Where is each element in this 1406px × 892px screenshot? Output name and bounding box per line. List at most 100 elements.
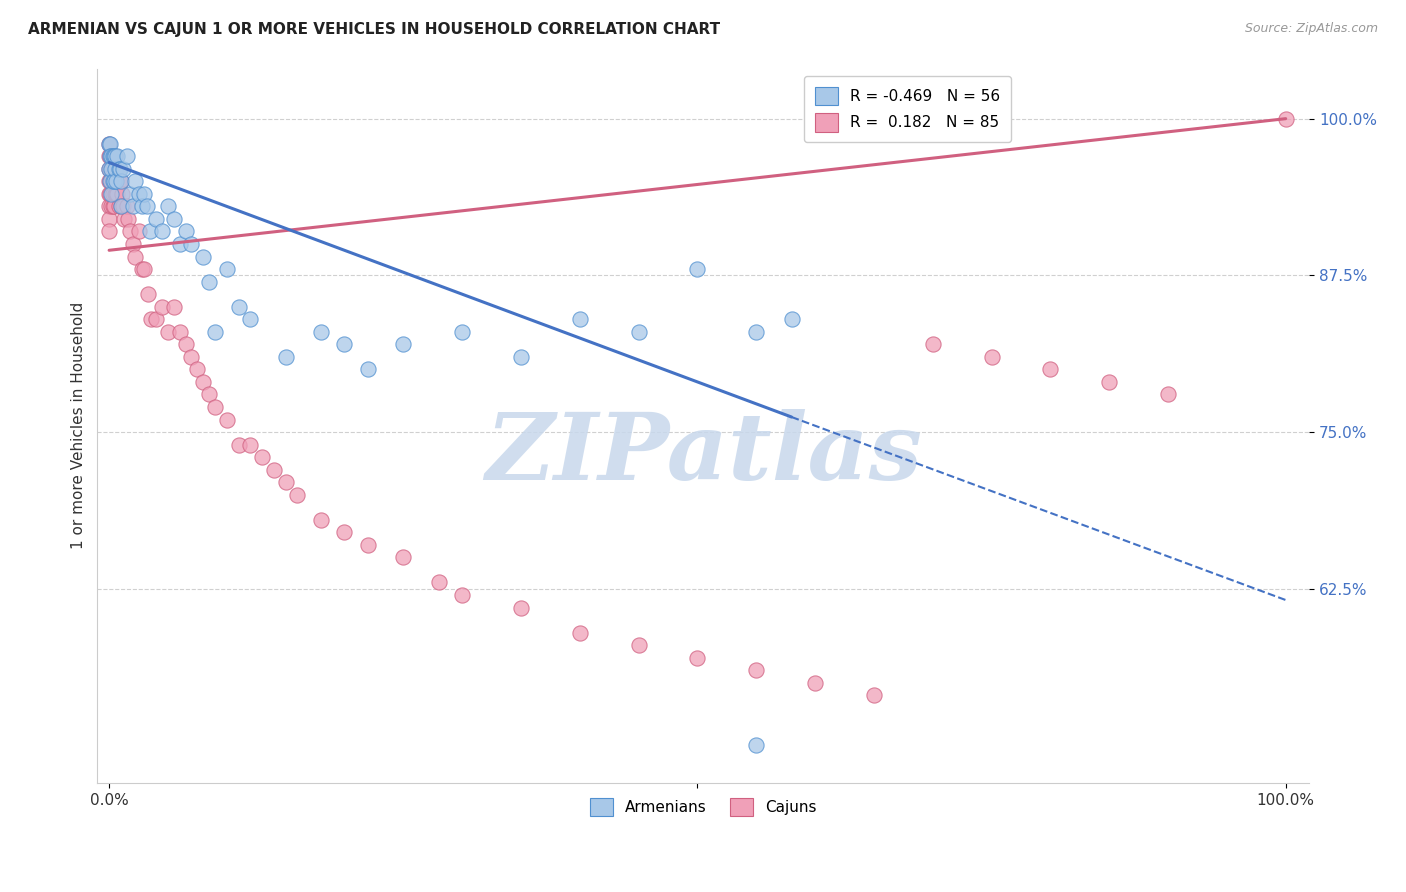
Point <box>180 350 202 364</box>
Point <box>101 186 124 201</box>
Point <box>509 600 531 615</box>
Point <box>215 412 238 426</box>
Point <box>112 199 135 213</box>
Point <box>98 174 121 188</box>
Point <box>568 625 591 640</box>
Point <box>110 174 132 188</box>
Point <box>108 161 131 176</box>
Point <box>215 262 238 277</box>
Point <box>392 337 415 351</box>
Point <box>98 149 121 163</box>
Point <box>163 211 186 226</box>
Point <box>103 174 125 188</box>
Point <box>136 287 159 301</box>
Point <box>105 186 128 201</box>
Point <box>103 174 125 188</box>
Point <box>105 161 128 176</box>
Point <box>780 312 803 326</box>
Point <box>186 362 208 376</box>
Point <box>98 186 121 201</box>
Point <box>193 375 215 389</box>
Point <box>169 325 191 339</box>
Point <box>627 638 650 652</box>
Point <box>135 199 157 213</box>
Point <box>333 525 356 540</box>
Point <box>108 174 131 188</box>
Point <box>98 174 121 188</box>
Text: ARMENIAN VS CAJUN 1 OR MORE VEHICLES IN HOUSEHOLD CORRELATION CHART: ARMENIAN VS CAJUN 1 OR MORE VEHICLES IN … <box>28 22 720 37</box>
Point <box>105 149 128 163</box>
Point <box>115 199 138 213</box>
Point <box>1098 375 1121 389</box>
Point <box>98 186 121 201</box>
Point <box>111 186 134 201</box>
Point <box>150 300 173 314</box>
Point <box>98 161 121 176</box>
Point <box>107 161 129 176</box>
Point <box>150 225 173 239</box>
Point <box>101 149 124 163</box>
Point <box>100 149 122 163</box>
Point <box>239 437 262 451</box>
Point <box>285 488 308 502</box>
Point <box>139 225 162 239</box>
Point <box>141 312 163 326</box>
Point <box>98 136 121 151</box>
Point <box>863 688 886 702</box>
Point <box>1157 387 1180 401</box>
Point <box>228 437 250 451</box>
Point <box>228 300 250 314</box>
Point <box>98 161 121 176</box>
Point <box>98 136 121 151</box>
Point <box>98 136 121 151</box>
Point <box>105 161 128 176</box>
Point <box>921 337 943 351</box>
Point <box>509 350 531 364</box>
Text: ZIPatlas: ZIPatlas <box>485 409 922 500</box>
Point <box>156 325 179 339</box>
Point <box>145 312 167 326</box>
Point <box>101 174 124 188</box>
Point <box>1039 362 1062 376</box>
Point <box>174 225 197 239</box>
Point <box>193 250 215 264</box>
Point <box>128 186 150 201</box>
Point <box>392 550 415 565</box>
Point <box>1274 112 1296 126</box>
Point <box>124 174 146 188</box>
Point <box>104 149 127 163</box>
Point <box>180 237 202 252</box>
Point <box>131 199 153 213</box>
Point <box>745 739 768 753</box>
Point <box>169 237 191 252</box>
Point <box>117 211 139 226</box>
Point <box>568 312 591 326</box>
Point <box>100 174 122 188</box>
Point <box>100 199 122 213</box>
Point <box>98 174 121 188</box>
Point <box>100 161 122 176</box>
Point <box>103 149 125 163</box>
Point <box>107 199 129 213</box>
Point <box>357 538 380 552</box>
Point <box>110 199 132 213</box>
Point <box>110 174 132 188</box>
Point <box>103 199 125 213</box>
Point <box>100 149 122 163</box>
Point <box>104 161 127 176</box>
Point <box>98 225 121 239</box>
Point <box>333 337 356 351</box>
Point <box>98 161 121 176</box>
Point <box>98 199 121 213</box>
Point <box>98 211 121 226</box>
Point <box>204 325 226 339</box>
Point <box>101 199 124 213</box>
Point <box>198 275 221 289</box>
Point <box>134 186 156 201</box>
Point <box>250 450 273 464</box>
Point <box>98 149 121 163</box>
Point <box>104 161 127 176</box>
Point <box>274 475 297 490</box>
Point <box>121 199 143 213</box>
Point <box>174 337 197 351</box>
